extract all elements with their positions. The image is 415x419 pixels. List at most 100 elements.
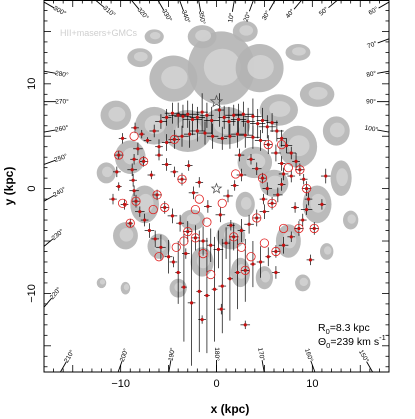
data-point — [186, 229, 190, 234]
longitude-tick — [378, 1, 390, 9]
data-point — [155, 193, 159, 197]
data-point — [274, 270, 278, 275]
data-point — [153, 237, 157, 241]
data-point — [190, 117, 195, 122]
circled-point — [190, 204, 201, 215]
cloud-core — [123, 284, 130, 291]
data-point — [133, 126, 137, 130]
data-point — [195, 115, 199, 119]
data-point — [276, 193, 280, 197]
cloud-core — [119, 227, 134, 242]
data-point — [120, 136, 125, 140]
cloud-core — [260, 270, 271, 283]
data-point — [111, 197, 115, 201]
data-point — [209, 243, 213, 247]
circled-point — [114, 150, 124, 160]
data-point — [270, 121, 274, 125]
data-point — [131, 178, 135, 182]
circled-point — [301, 184, 312, 194]
cloud-core — [195, 29, 212, 42]
circled-point — [169, 134, 179, 144]
data-point — [184, 251, 188, 256]
circled-point — [252, 213, 262, 223]
data-point — [136, 147, 140, 151]
data-point — [212, 287, 217, 291]
data-point — [262, 210, 267, 214]
circled-point — [277, 140, 287, 150]
r0-symbol: R — [318, 322, 326, 334]
data-point — [280, 136, 284, 140]
data-point — [166, 255, 171, 259]
reference-markers — [209, 94, 224, 194]
circled-point — [194, 194, 204, 204]
data-point — [243, 323, 247, 327]
cloud-core — [213, 115, 241, 135]
longitude-tick — [43, 238, 54, 247]
data-point — [281, 172, 286, 176]
cloud-core — [203, 48, 241, 86]
data-point — [138, 210, 142, 214]
data-point — [249, 157, 253, 161]
data-point — [232, 113, 236, 117]
r0-subscript: 0 — [326, 327, 330, 336]
data-point — [246, 119, 250, 124]
cloud-core — [324, 246, 332, 255]
longitude-label: 30° — [260, 9, 272, 22]
data-point — [201, 239, 205, 243]
data-point — [182, 285, 186, 289]
circled-point — [246, 252, 256, 262]
circled-point — [259, 238, 270, 248]
data-point — [289, 235, 293, 239]
longitude-label: 50° — [317, 5, 330, 18]
data-point — [243, 268, 247, 272]
data-point — [274, 249, 278, 254]
y-tick-label: 10 — [26, 78, 38, 90]
longitude-tick — [43, 297, 53, 308]
data-point — [243, 133, 247, 137]
data-point — [266, 143, 270, 147]
longitude-label: 90° — [366, 97, 376, 105]
longitude-label: 180° — [213, 347, 221, 361]
longitude-tick — [43, 70, 56, 74]
longitude-tick — [293, 0, 303, 10]
longitude-tick — [43, 194, 55, 202]
data-point — [172, 170, 176, 174]
data-point — [206, 204, 210, 209]
longitude-tick — [43, 1, 55, 9]
cloud-core — [239, 25, 254, 36]
cloud-core — [247, 55, 274, 80]
data-point — [195, 129, 199, 133]
circled-point — [148, 204, 158, 215]
data-point — [220, 136, 224, 140]
circled-point — [154, 252, 164, 262]
data-point — [176, 113, 180, 117]
data-point — [205, 293, 209, 298]
legend-text: HII+masers+GMCs — [60, 28, 138, 38]
data-point — [132, 189, 136, 193]
theta0-symbol: Θ — [318, 336, 326, 348]
data-point — [145, 138, 150, 143]
circled-point — [283, 163, 293, 173]
data-point — [181, 114, 185, 118]
longitude-label: 10° — [226, 12, 236, 23]
longitude-label: 330° — [160, 8, 174, 24]
circled-point — [309, 223, 319, 234]
cloud-core — [282, 231, 297, 249]
data-point — [258, 138, 263, 143]
data-point — [233, 183, 237, 188]
data-point — [251, 135, 255, 139]
data-point — [251, 262, 255, 266]
circled-point — [206, 269, 216, 280]
longitude-label: 210° — [62, 348, 76, 364]
data-point — [275, 129, 279, 133]
data-point — [217, 108, 221, 112]
data-point — [132, 157, 136, 161]
longitude-label: 60° — [367, 5, 380, 17]
longitude-tick — [179, 0, 185, 12]
longitude-label: 300° — [52, 4, 68, 18]
data-point — [122, 202, 127, 206]
y-axis-title: y (kpc) — [2, 167, 16, 206]
data-point — [280, 161, 284, 166]
longitude-tick — [377, 129, 390, 133]
sun-marker — [209, 94, 224, 108]
